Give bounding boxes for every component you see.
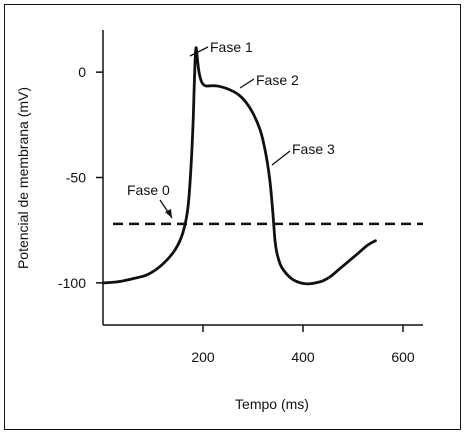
- x-axis-label: Tempo (ms): [235, 396, 309, 412]
- x-tick-label: 200: [191, 349, 215, 365]
- phase-leader-line: [189, 46, 209, 57]
- phase-leader-line: [271, 150, 291, 166]
- phase-label: Fase 1: [210, 39, 253, 55]
- phase-leader-line: [239, 78, 255, 89]
- y-axis-label: Potencial de membrana (mV): [15, 87, 31, 269]
- y-tick-label: -100: [58, 275, 86, 291]
- phase-label: Fase 3: [292, 141, 335, 157]
- x-tick-label: 400: [291, 349, 315, 365]
- arrow-head: [165, 209, 172, 218]
- phase-label: Fase 2: [256, 72, 299, 88]
- x-tick-label: 600: [391, 349, 415, 365]
- phase-annotations: Fase 0 Fase 1 Fase 2 Fase 3: [127, 39, 335, 219]
- tick-group: 0 -50 -100 200 400 600: [58, 64, 415, 365]
- y-tick-label: 0: [78, 64, 86, 80]
- y-tick-label: -50: [66, 170, 86, 186]
- phase-label: Fase 0: [127, 182, 170, 198]
- figure-frame: [4, 4, 461, 430]
- action-potential-curve: [101, 46, 377, 286]
